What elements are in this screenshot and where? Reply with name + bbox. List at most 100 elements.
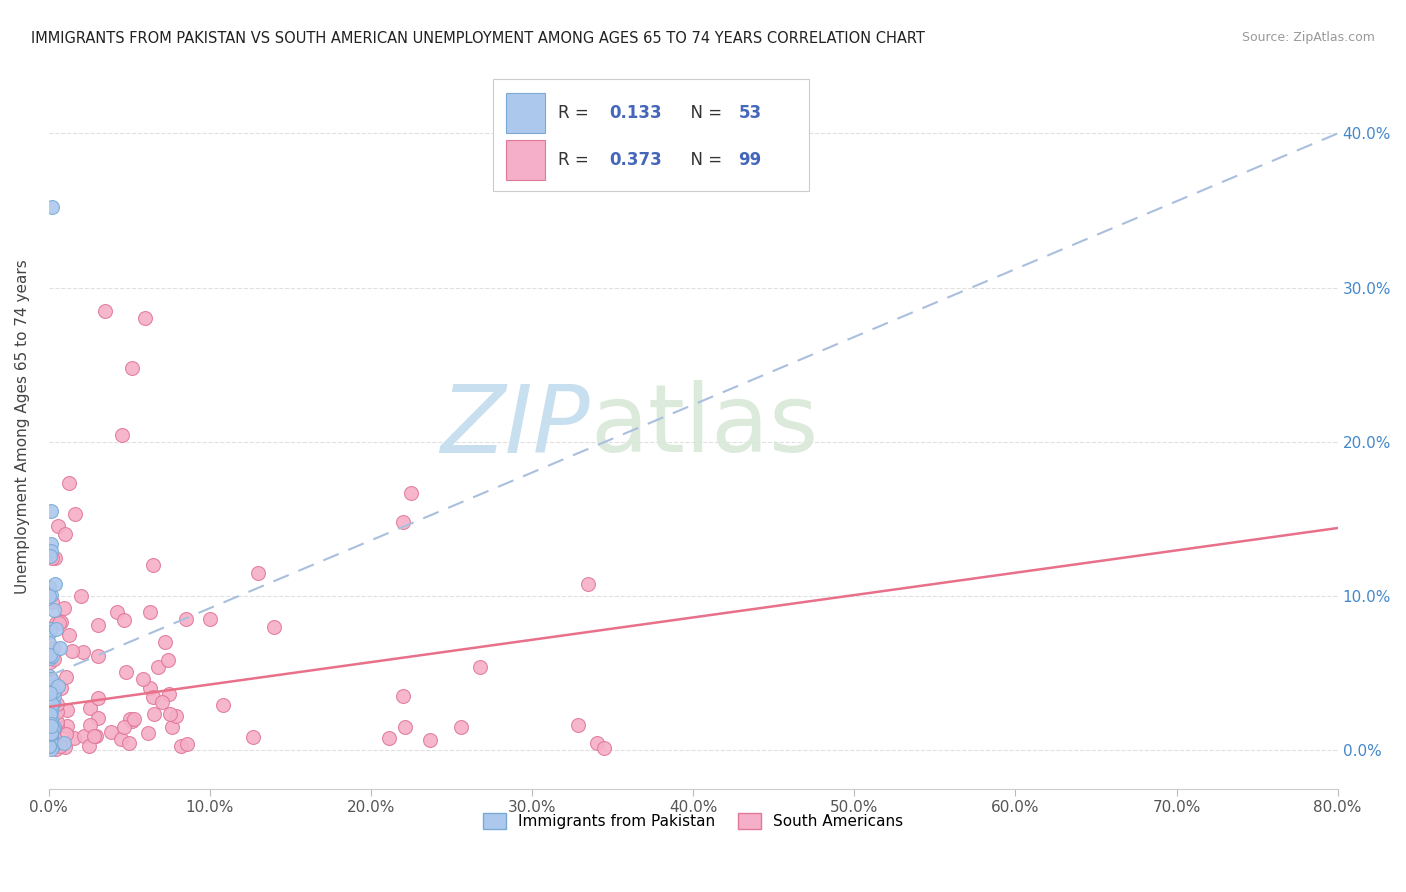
- Point: [159, 707, 181, 722]
- Point: [52, 736, 75, 750]
- Point: [42, 652, 65, 666]
- Point: [48, 519, 70, 533]
- Point: [39, 705, 62, 719]
- Point: [38, 649, 60, 664]
- Point: [153, 635, 176, 649]
- Point: [49, 681, 72, 695]
- Point: [378, 731, 401, 745]
- Point: [44, 721, 66, 735]
- Point: [53, 601, 76, 615]
- Text: 53: 53: [738, 104, 762, 122]
- Point: [162, 720, 184, 734]
- Point: [105, 605, 128, 619]
- Point: [38, 625, 60, 640]
- Point: [139, 681, 162, 695]
- Point: [138, 605, 160, 619]
- Point: [42, 730, 65, 744]
- Point: [39, 673, 62, 687]
- Point: [143, 706, 166, 721]
- Point: [38, 669, 60, 683]
- Point: [115, 665, 138, 679]
- Point: [39, 726, 62, 740]
- Point: [39, 623, 62, 637]
- Point: [392, 515, 415, 529]
- Point: [39, 686, 62, 700]
- Point: [38, 636, 60, 650]
- Legend: Immigrants from Pakistan, South Americans: Immigrants from Pakistan, South American…: [477, 807, 910, 835]
- Point: [87, 711, 110, 725]
- Point: [39, 719, 62, 733]
- Point: [39, 648, 62, 662]
- Point: [55, 727, 77, 741]
- Point: [419, 733, 441, 747]
- Point: [49, 640, 72, 655]
- Point: [157, 687, 180, 701]
- Point: [41, 648, 63, 663]
- Point: [49, 615, 72, 629]
- Text: 0.133: 0.133: [609, 104, 662, 122]
- Point: [45, 741, 67, 756]
- Point: [45, 622, 67, 636]
- Point: [46, 714, 69, 729]
- Point: [39, 735, 62, 749]
- Point: [399, 486, 422, 500]
- Point: [79, 718, 101, 732]
- Point: [470, 660, 492, 674]
- Point: [39, 672, 62, 686]
- Point: [77, 739, 100, 754]
- Point: [38, 725, 60, 739]
- Point: [38, 580, 60, 594]
- Point: [576, 576, 599, 591]
- Point: [134, 311, 156, 326]
- Point: [41, 201, 63, 215]
- Text: atlas: atlas: [591, 380, 818, 472]
- Point: [176, 737, 198, 751]
- Point: [394, 720, 416, 734]
- Point: [55, 739, 77, 754]
- Point: [39, 712, 62, 726]
- Point: [38, 732, 60, 747]
- Point: [45, 615, 67, 630]
- Point: [567, 718, 589, 732]
- Point: [450, 720, 472, 734]
- FancyBboxPatch shape: [506, 93, 546, 133]
- Point: [198, 612, 221, 626]
- Point: [44, 551, 66, 566]
- Point: [55, 670, 77, 684]
- Point: [212, 698, 235, 713]
- Point: [39, 651, 62, 665]
- Point: [45, 706, 67, 720]
- Text: 0.373: 0.373: [609, 151, 662, 169]
- Point: [45, 722, 67, 736]
- Point: [44, 689, 66, 703]
- Point: [87, 617, 110, 632]
- Point: [58, 476, 80, 491]
- Point: [42, 684, 65, 698]
- Point: [39, 693, 62, 707]
- Point: [131, 672, 153, 686]
- Point: [39, 588, 62, 602]
- Point: [42, 731, 65, 746]
- Point: [39, 622, 62, 636]
- Point: [46, 679, 69, 693]
- Text: R =: R =: [558, 104, 593, 122]
- Point: [38, 739, 60, 753]
- Point: [39, 549, 62, 564]
- Point: [142, 690, 165, 705]
- Point: [39, 536, 62, 550]
- Point: [39, 704, 62, 718]
- Point: [110, 732, 132, 747]
- Point: [39, 717, 62, 731]
- Point: [38, 702, 60, 716]
- Point: [586, 735, 609, 749]
- Point: [38, 691, 60, 706]
- Point: [44, 723, 66, 737]
- Point: [39, 656, 62, 670]
- Point: [170, 739, 193, 754]
- Point: [120, 712, 142, 726]
- Point: [41, 550, 63, 565]
- Point: [58, 627, 80, 641]
- Point: [38, 739, 60, 754]
- Point: [41, 595, 63, 609]
- Point: [87, 690, 110, 705]
